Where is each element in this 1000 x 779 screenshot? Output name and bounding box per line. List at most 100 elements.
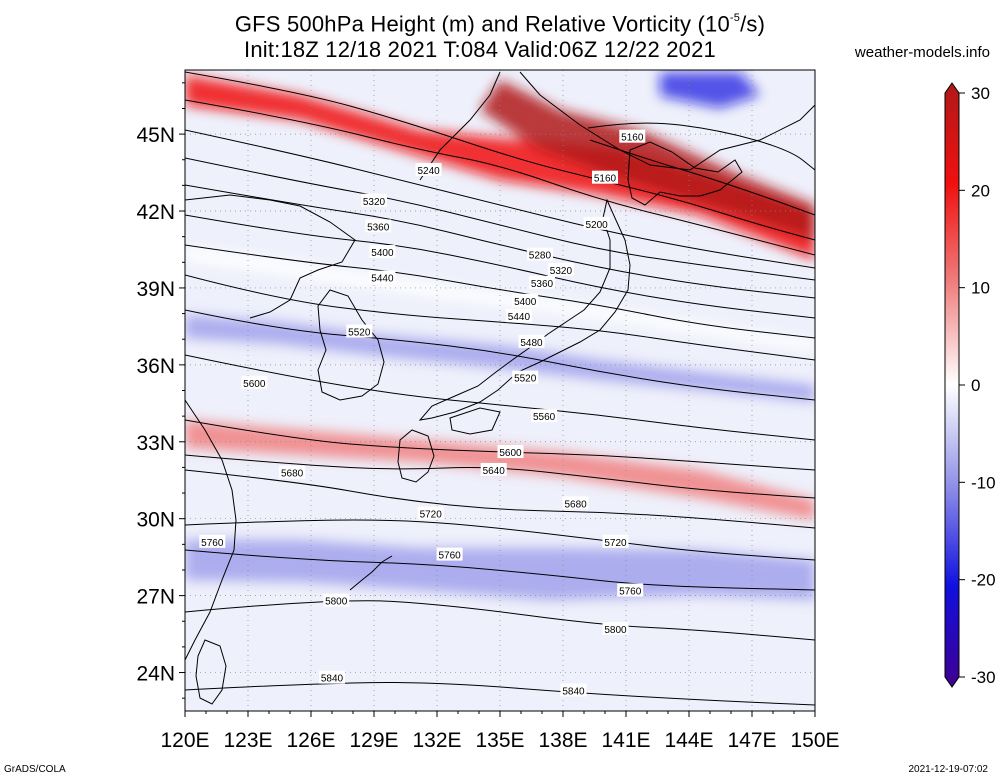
map-plot-area: 5160 5160 5200 5240 5280 5320 5320 5360 5360 5400… (185, 70, 815, 711)
lat-tick-label: 24N (136, 663, 175, 686)
contour-label: 5560 (531, 409, 558, 423)
svg-text:5280: 5280 (529, 251, 552, 262)
contour-label: 5320 (547, 262, 574, 277)
lon-tick-label: 126E (286, 729, 335, 752)
lat-tick-label: 42N (136, 201, 175, 224)
lon-tick-label: 144E (664, 729, 713, 752)
lon-tick-label: 123E (223, 729, 272, 752)
coastline-ryukyu (349, 555, 393, 591)
contour-label: 5640 (480, 462, 507, 477)
contour-label: 5760 (617, 583, 644, 597)
svg-text:5760: 5760 (201, 538, 224, 549)
height-contour-5160 (589, 139, 815, 216)
colorbar-tick-label: 30 (971, 84, 990, 103)
contour-label: 5360 (529, 275, 555, 290)
lon-tick-label: 138E (538, 729, 587, 752)
latitude-axis: 24N 27N 30N 33N 36N 39N 42N 45N (136, 82, 185, 699)
height-contour-5680 (185, 469, 815, 529)
lat-tick-label: 27N (136, 586, 175, 609)
svg-text:5360: 5360 (531, 279, 554, 290)
svg-text:5840: 5840 (321, 674, 344, 685)
svg-text:5760: 5760 (619, 586, 642, 597)
contour-label: 5720 (602, 534, 629, 549)
contour-label: 5520 (346, 324, 373, 339)
lon-tick-label: 129E (349, 729, 398, 752)
coastline-japan-kyushu (397, 429, 435, 483)
colorbar-tick-label: -20 (971, 571, 996, 590)
svg-text:5680: 5680 (281, 469, 304, 480)
svg-text:5720: 5720 (604, 538, 627, 549)
height-contour-5200 (185, 71, 815, 241)
contour-label: 5480 (518, 334, 545, 349)
contour-label: 5440 (505, 309, 532, 323)
contour-label: 5680 (562, 496, 589, 510)
contour-label: 5800 (323, 593, 350, 608)
contour-label: 5160 (592, 170, 618, 185)
contour-label: 5800 (602, 621, 629, 636)
contour-label: 5440 (369, 270, 396, 285)
svg-text:5520: 5520 (348, 328, 371, 339)
contour-label: 5600 (241, 375, 268, 390)
svg-text:5160: 5160 (594, 174, 617, 185)
contour-label: 5280 (526, 247, 553, 262)
contour-label: 5360 (365, 219, 392, 233)
vorticity-negative-band (185, 315, 815, 402)
svg-text:5600: 5600 (499, 448, 522, 459)
svg-text:5800: 5800 (325, 597, 348, 608)
map-gridlines (185, 70, 815, 711)
contour-label: 5160 (619, 129, 646, 144)
lat-tick-label: 45N (136, 124, 175, 147)
coastline-russia-coast (519, 71, 815, 171)
contour-label: 5400 (512, 293, 539, 308)
lon-tick-label: 150E (790, 729, 839, 752)
height-contour-5360 (185, 184, 815, 299)
svg-text:5560: 5560 (533, 412, 556, 423)
contour-label: 5400 (369, 245, 396, 259)
height-contour-5520 (185, 309, 815, 401)
footer-timestamp: 2021-12-19-07:02 (908, 764, 988, 775)
svg-text:5720: 5720 (420, 510, 443, 521)
contour-label: 5200 (583, 216, 610, 231)
svg-text:5160: 5160 (621, 133, 644, 144)
contour-label: 5760 (199, 534, 226, 549)
svg-text:5400: 5400 (514, 297, 537, 308)
height-contour-5720 (185, 519, 815, 561)
lon-tick-label: 120E (160, 729, 209, 752)
height-contour-5440 (185, 244, 815, 339)
colorbar-tick-label: 0 (971, 376, 980, 395)
coastline-china-coast-south (185, 399, 237, 661)
lon-tick-label: 147E (727, 729, 776, 752)
colorbar-bar (944, 82, 960, 688)
svg-text:5520: 5520 (514, 374, 537, 385)
height-contour-5400 (185, 214, 815, 319)
lon-tick-label: 132E (412, 729, 461, 752)
svg-text:5240: 5240 (417, 166, 440, 177)
longitude-axis: 120E 123E 126E 129E 132E 135E 138E 141E 144E 147E… (160, 711, 840, 752)
contour-label: 5680 (279, 465, 306, 480)
coastline-japan-shikoku (449, 407, 501, 435)
lat-tick-label: 39N (136, 278, 175, 301)
lat-tick-label: 33N (136, 432, 175, 455)
coastline-japan-hokkaido (627, 141, 743, 206)
contour-label: 5600 (497, 445, 524, 459)
svg-text:5320: 5320 (363, 197, 386, 208)
colorbar: 30 20 10 0 -10 -20 -30 (944, 82, 996, 688)
svg-text:5480: 5480 (520, 338, 543, 349)
lat-tick-label: 36N (136, 355, 175, 378)
svg-text:5360: 5360 (367, 222, 390, 233)
svg-text:5680: 5680 (564, 499, 587, 510)
svg-text:5320: 5320 (550, 266, 573, 277)
contour-label: 5240 (415, 162, 442, 177)
height-contour-5600 (185, 419, 815, 471)
vorticity-negative-band (660, 72, 760, 108)
colorbar-tick-label: -30 (971, 668, 996, 687)
chart-subtitle: Init:18Z 12/18 2021 T:084 Valid:06Z 12/2… (244, 37, 716, 62)
lon-tick-label: 141E (601, 729, 650, 752)
coastline-sakhalin-russia (419, 71, 501, 181)
svg-text:5400: 5400 (371, 248, 394, 259)
colorbar-tick-label: 20 (971, 181, 990, 200)
svg-text:5640: 5640 (483, 466, 506, 477)
height-contour-5320 (185, 157, 815, 281)
lat-tick-label: 30N (136, 509, 175, 532)
